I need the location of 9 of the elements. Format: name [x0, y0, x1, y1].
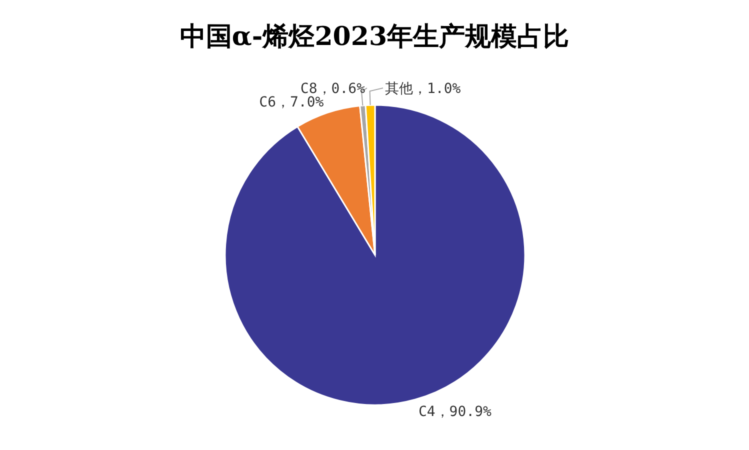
data-label: ，90.9% — [435, 404, 492, 420]
slice-label: C4 — [418, 404, 436, 420]
chart-title: 中国α-烯烃2023年生产规模占比 — [180, 22, 570, 52]
slice-label: 其他 — [385, 81, 413, 97]
data-label: ，1.0% — [413, 81, 462, 97]
data-label: ，0.6% — [317, 81, 366, 97]
data-label: ，7.0% — [276, 94, 324, 110]
slice-label: C8 — [300, 81, 318, 97]
slice-label: C6 — [259, 94, 276, 110]
